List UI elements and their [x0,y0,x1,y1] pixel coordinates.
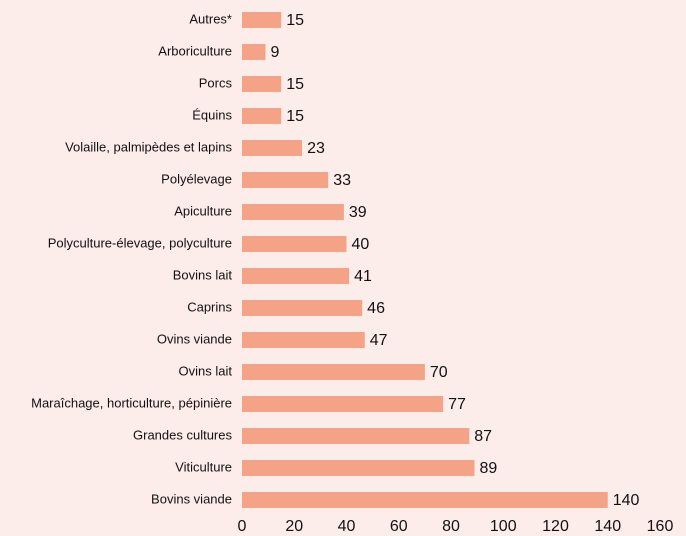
value-label: 70 [430,364,448,381]
bar [242,492,608,508]
bar [242,460,475,476]
x-tick-label: 100 [490,518,517,535]
value-label: 39 [349,204,367,221]
bar [242,428,470,444]
bar [242,108,282,124]
value-label: 15 [286,12,304,29]
bar [242,172,329,188]
bar [242,76,282,92]
value-label: 15 [286,108,304,125]
x-tick-label: 80 [442,518,460,535]
bar [242,268,350,284]
value-label: 15 [286,76,304,93]
y-tick-label: Équins [192,107,232,122]
value-label: 23 [307,140,325,157]
bar [242,332,365,348]
value-label: 41 [354,268,372,285]
bar [242,396,444,412]
value-label: 87 [474,428,492,445]
bar [242,12,282,28]
y-tick-label: Porcs [199,75,233,90]
y-tick-label: Maraîchage, horticulture, pépinière [31,395,232,410]
y-tick-label: Polyculture-élevage, polyculture [48,235,232,250]
value-label: 140 [613,492,640,509]
bar [242,204,344,220]
x-tick-label: 120 [542,518,569,535]
y-tick-label: Volaille, palmipèdes et lapins [65,139,232,154]
x-tick-label: 40 [338,518,356,535]
bar [242,140,303,156]
value-label: 40 [352,236,370,253]
x-tick-label: 0 [238,518,247,535]
y-tick-label: Ovins lait [179,363,233,378]
value-label: 77 [448,396,466,413]
y-tick-label: Caprins [187,299,232,314]
y-tick-label: Polyélevage [161,171,232,186]
value-label: 33 [333,172,351,189]
y-tick-label: Ovins viande [157,331,232,346]
bar [242,300,363,316]
bar [242,236,347,252]
value-label: 89 [480,460,498,477]
y-tick-label: Viticulture [175,459,232,474]
y-tick-label: Apiculture [174,203,232,218]
value-label: 9 [271,44,280,61]
x-tick-label: 160 [647,518,674,535]
value-label: 46 [367,300,385,317]
x-tick-label: 60 [390,518,408,535]
value-label: 47 [370,332,388,349]
y-tick-label: Autres* [189,11,232,26]
bar [242,364,425,380]
x-tick-label: 20 [285,518,303,535]
y-tick-label: Bovins lait [173,267,233,282]
y-tick-label: Arboriculture [158,43,232,58]
x-tick-label: 140 [594,518,621,535]
bar [242,44,266,60]
y-tick-label: Bovins viande [151,491,232,506]
y-tick-label: Grandes cultures [133,427,232,442]
